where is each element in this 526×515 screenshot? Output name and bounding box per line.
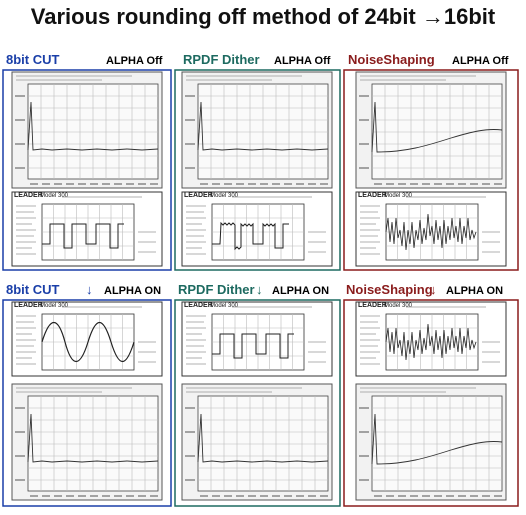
title: Various rounding off method of 24bit →16… xyxy=(31,4,496,29)
alpha-label: ALPHA ON xyxy=(446,285,503,297)
method-label: NoiseShaping xyxy=(346,282,433,297)
method-label: 8bit CUT xyxy=(6,52,60,67)
alpha-label: ALPHA Off xyxy=(452,55,509,67)
alpha-label: ALPHA Off xyxy=(274,55,331,67)
scope-brand: LEADER xyxy=(358,302,387,309)
alpha-label: ALPHA ON xyxy=(272,285,329,297)
scope-model: Model 300 xyxy=(40,193,69,199)
panel: NoiseShaping ↓ ALPHA ON LEADER Model 300 xyxy=(343,282,519,507)
alpha-label: ALPHA ON xyxy=(104,285,161,297)
method-label: RPDF Dither xyxy=(183,52,260,67)
scope-model: Model 300 xyxy=(210,303,239,309)
panel: RPDF Dither ALPHA Off LEADER Model 300 xyxy=(174,52,341,271)
scope-brand: LEADER xyxy=(358,192,387,199)
scope-model: Model 300 xyxy=(40,303,69,309)
arrow: ↓ xyxy=(430,282,437,297)
panel: 8bit CUT ↓ ALPHA ON LEADER Model 300 xyxy=(2,282,172,507)
panel: 8bit CUT ALPHA Off LEADER Model 300 xyxy=(2,52,172,271)
scope-model: Model 300 xyxy=(384,193,413,199)
panel: NoiseShaping ALPHA Off LEADER Model 300 xyxy=(343,52,519,271)
scope-model: Model 300 xyxy=(384,303,413,309)
panel: RPDF Dither ↓ ALPHA ON LEADER Model 300 xyxy=(174,282,341,507)
scope-brand: LEADER xyxy=(14,192,43,199)
method-label: NoiseShaping xyxy=(348,52,435,67)
scope-brand: LEADER xyxy=(184,192,213,199)
scope-model: Model 300 xyxy=(210,193,239,199)
method-label: RPDF Dither xyxy=(178,282,255,297)
method-label: 8bit CUT xyxy=(6,282,60,297)
arrow: ↓ xyxy=(86,282,93,297)
scope-brand: LEADER xyxy=(14,302,43,309)
arrow: ↓ xyxy=(256,282,263,297)
alpha-label: ALPHA Off xyxy=(106,55,163,67)
scope-brand: LEADER xyxy=(184,302,213,309)
